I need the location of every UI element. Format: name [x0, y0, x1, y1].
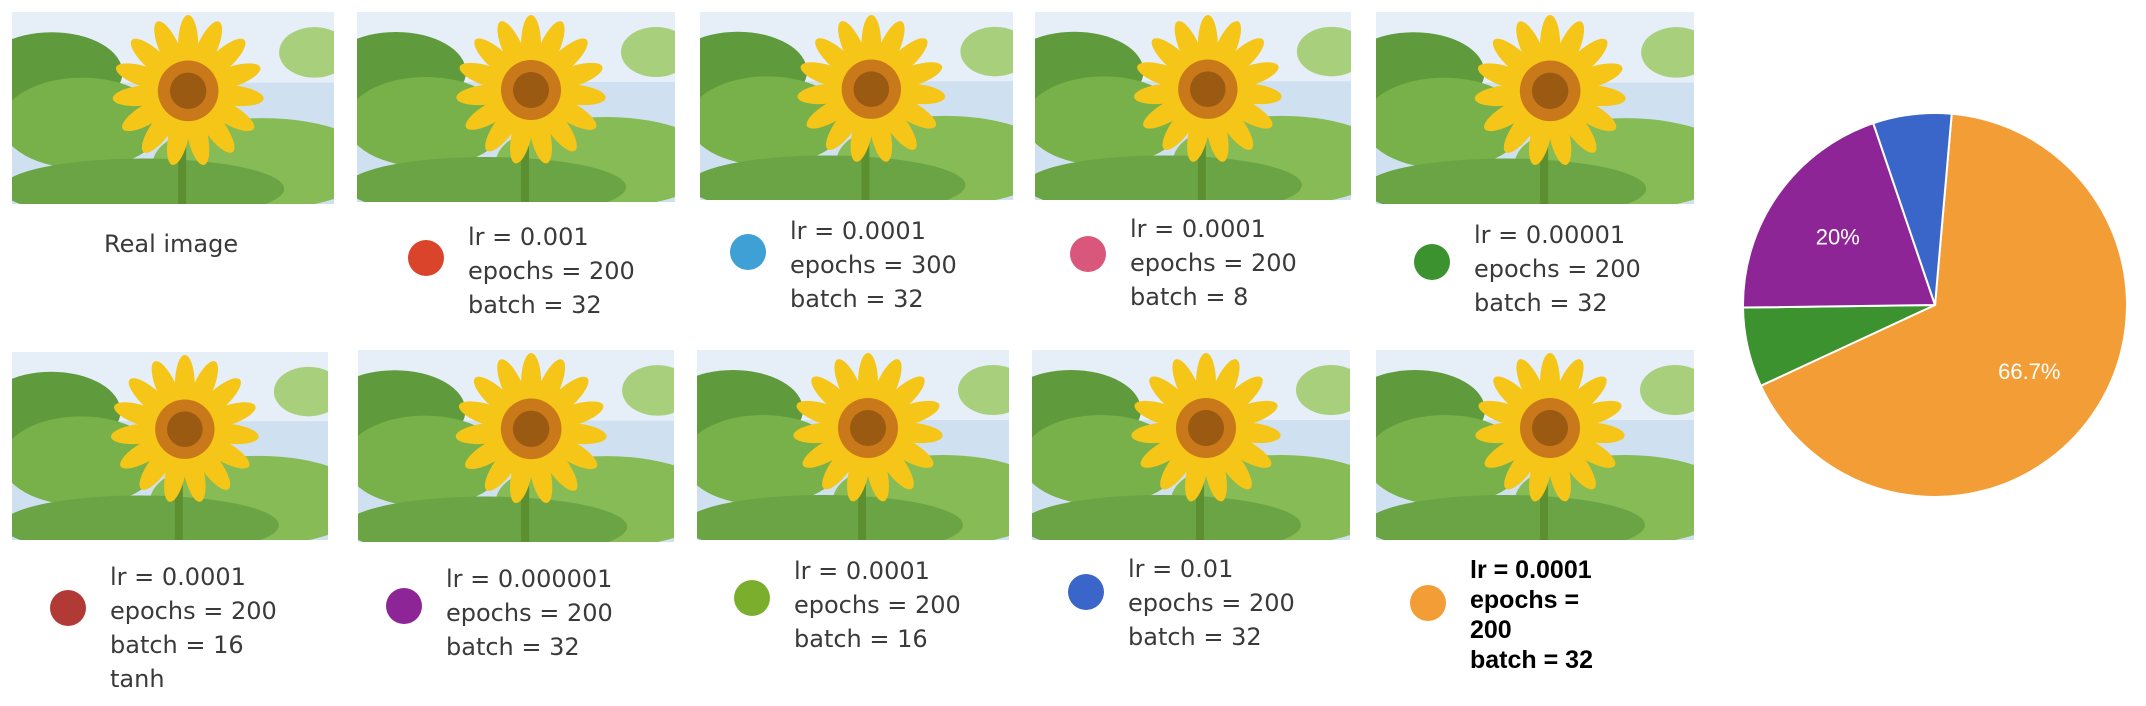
legend-dot — [386, 588, 422, 624]
config-caption-3: lr = 0.0001 epochs = 200 batch = 8 — [1070, 212, 1297, 314]
pie-slice-3 — [1871, 112, 1953, 306]
batch-label: batch = 16 — [794, 625, 928, 653]
epochs-label: epochs = 200 — [794, 591, 961, 619]
lr-label: lr = 0.0001 — [1130, 215, 1266, 243]
legend-dot — [730, 234, 766, 270]
lr-label: lr = 0.0001 — [790, 217, 926, 245]
batch-label: batch = 32 — [790, 285, 924, 313]
batch-label: batch = 16 — [110, 631, 244, 659]
epochs-label: epochs = 200 — [1128, 589, 1295, 617]
legend-dot — [1414, 244, 1450, 280]
lr-label: lr = 0.0001 — [794, 557, 930, 585]
config-caption-2: lr = 0.0001 epochs = 300 batch = 32 — [730, 214, 957, 316]
lr-label: lr = 0.01 — [1128, 555, 1234, 583]
batch-label: batch = 8 — [1130, 283, 1249, 311]
activation-label: tanh — [110, 665, 165, 693]
result-image-6 — [358, 350, 674, 542]
lr-label: lr = 0.00001 — [1474, 221, 1626, 249]
pie-slice-label: 20% — [1816, 224, 1860, 249]
result-image-3 — [1035, 12, 1351, 200]
batch-label: batch = 32 — [446, 633, 580, 661]
batch-label: batch = 32 — [468, 291, 602, 319]
result-image-4 — [1376, 12, 1694, 204]
epochs-label: epochs = 200 — [1130, 249, 1297, 277]
result-image-9 — [1376, 350, 1694, 540]
epochs-value: 200 — [1470, 616, 1512, 644]
epochs-label: epochs = 200 — [446, 599, 613, 627]
legend-dot — [50, 590, 86, 626]
pie-slice-label: 66.7% — [1998, 359, 2060, 384]
lr-label: lr = 0.0001 — [1470, 556, 1592, 584]
config-caption-1: lr = 0.001 epochs = 200 batch = 32 — [408, 220, 635, 322]
lr-label: lr = 0.0001 — [110, 563, 246, 591]
legend-dot — [1410, 585, 1446, 621]
result-image-1 — [357, 12, 675, 202]
real-image-photo — [12, 12, 334, 204]
pie-slice-0 — [1759, 112, 2128, 498]
batch-label: batch = 32 — [1128, 623, 1262, 651]
lr-label: lr = 0.000001 — [446, 565, 613, 593]
config-caption-6: lr = 0.000001 epochs = 200 batch = 32 — [386, 562, 613, 664]
config-caption-9: lr = 0.0001 epochs = 200 batch = 32 — [1410, 555, 1593, 675]
batch-label: batch = 32 — [1474, 289, 1608, 317]
epochs-label: epochs = 200 — [1474, 255, 1641, 283]
epochs-label: epochs = 300 — [790, 251, 957, 279]
result-image-2 — [700, 12, 1013, 200]
result-image-5 — [12, 352, 328, 540]
legend-dot — [408, 240, 444, 276]
pie-chart: 66.7% 20% — [1742, 112, 2128, 498]
epochs-label: epochs = 200 — [468, 257, 635, 285]
epochs-label: epochs = 200 — [110, 597, 277, 625]
result-image-7 — [697, 350, 1009, 540]
config-caption-7: lr = 0.0001 epochs = 200 batch = 16 — [734, 554, 961, 656]
config-caption-5: lr = 0.0001 epochs = 200 batch = 16 tanh — [50, 560, 277, 696]
real-image-label: Real image — [104, 230, 239, 258]
batch-label: batch = 32 — [1470, 646, 1593, 674]
legend-dot — [1068, 574, 1104, 610]
epochs-label: epochs = — [1470, 586, 1580, 614]
result-image-8 — [1032, 350, 1350, 540]
legend-dot — [734, 580, 770, 616]
lr-label: lr = 0.001 — [468, 223, 589, 251]
config-caption-4: lr = 0.00001 epochs = 200 batch = 32 — [1414, 218, 1641, 320]
legend-dot — [1070, 236, 1106, 272]
config-caption-8: lr = 0.01 epochs = 200 batch = 32 — [1068, 552, 1295, 654]
pie-slice-2 — [1742, 121, 1937, 309]
